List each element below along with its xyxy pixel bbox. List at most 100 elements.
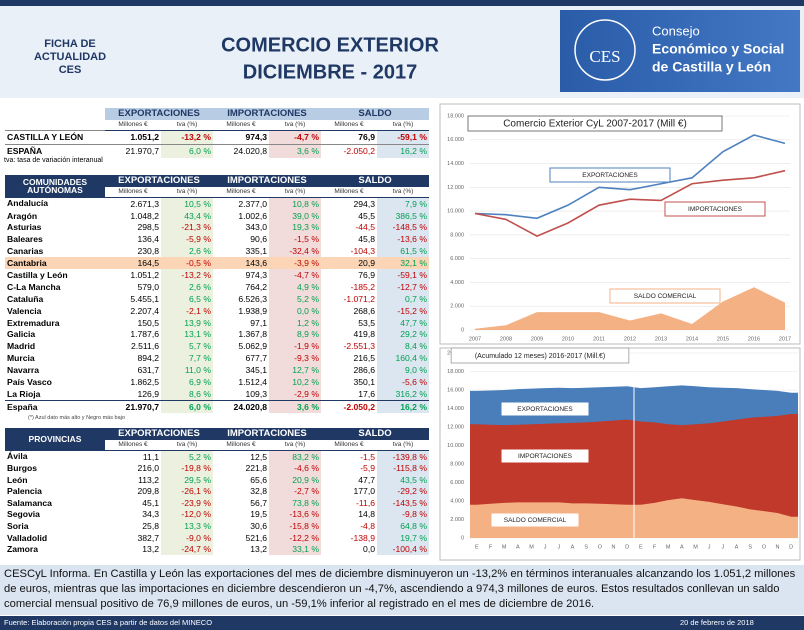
legend-box <box>490 512 580 528</box>
cell: 25,8 <box>142 521 159 532</box>
y-tick-label: 8.000 <box>450 461 464 467</box>
cell: 19,5 <box>250 509 267 520</box>
cell: -143,5 % <box>377 497 429 509</box>
cell: -26,1 % <box>161 485 213 498</box>
cell: -2,9 % <box>269 388 321 401</box>
cell: 419,8 <box>353 329 375 340</box>
group-header: SALDO <box>321 175 429 187</box>
y-tick-label: 0 <box>461 327 464 333</box>
cell: 90,6 <box>250 234 267 245</box>
note: (*) Azul dato más alto y Negro más bajo <box>28 415 125 421</box>
cell: 11,0 % <box>161 364 213 377</box>
row-label: Cantabria <box>5 257 105 270</box>
group-header: SALDO <box>321 108 429 120</box>
cell: -9,0 % <box>161 532 213 544</box>
y-tick-label: 2.000 <box>450 304 464 310</box>
cell: 294,3 <box>353 198 375 209</box>
badge: FICHA DE <box>44 38 96 50</box>
source: Fuente: Elaboración propia CES a partir … <box>4 618 213 627</box>
legend-label: SALDO COMERCIAL <box>634 293 697 300</box>
cell: -2,1 % <box>161 305 213 317</box>
row-label: Murcia <box>7 353 35 364</box>
cell: 45,1 <box>142 497 159 508</box>
row-label: Palencia <box>7 486 42 497</box>
cell: 30,6 <box>250 521 267 532</box>
cell: 53,5 <box>358 317 375 328</box>
x-tick-label: 2009 <box>531 336 543 342</box>
cell: 1.002,6 <box>238 210 267 221</box>
y-tick-label: 16.000 <box>447 137 464 143</box>
cell: 894,2 <box>137 353 159 364</box>
x-tick-label: F <box>489 544 493 550</box>
y-tick-label: 2.000 <box>450 517 464 523</box>
header-row: PROVINCIAS EXPORTACIONES IMPORTACIONES SALD… <box>5 428 429 451</box>
cell: 209,8 <box>137 486 159 497</box>
cell: 5.455,1 <box>130 293 159 304</box>
row-label: Ávila <box>7 451 28 462</box>
cell: 6,0 % <box>161 400 213 414</box>
row: Castilla y León 1.051,2 -13,2 % 974,3 -4,7 %… <box>5 269 429 282</box>
row-label: Soria <box>7 521 29 532</box>
cell: 24.020,8 <box>213 144 269 158</box>
legend-box <box>549 167 671 183</box>
x-tick-label: 2008 <box>500 336 512 342</box>
cell: 0,0 % <box>269 305 321 317</box>
cell: -59,1 % <box>377 269 429 282</box>
y-tick-label: 14.000 <box>447 161 464 167</box>
row-label: León <box>7 474 28 485</box>
legend-label: IMPORTACIONES <box>688 206 743 213</box>
row-label: Valencia <box>7 305 42 316</box>
cell: 316,2 % <box>377 388 429 401</box>
row-label: C-La Mancha <box>7 281 61 292</box>
cell: -13,2 % <box>161 269 213 282</box>
cell: 64,8 % <box>377 520 429 533</box>
y-tick-label: 12.000 <box>447 185 464 191</box>
x-tick-label: M <box>502 544 507 550</box>
cell: 10,5 % <box>161 197 213 210</box>
cell: 13,9 % <box>161 316 213 329</box>
cell: 73,8 % <box>269 497 321 509</box>
cell: 47,7 % <box>377 316 429 329</box>
cell: 286,6 <box>353 365 375 376</box>
cell: -2.050,2 <box>321 400 377 414</box>
logo-ring <box>574 19 636 81</box>
cell: 65,6 <box>250 474 267 485</box>
cell: -19,8 % <box>161 462 213 475</box>
x-tick-label: N <box>776 544 780 550</box>
cell: 3,6 % <box>269 144 321 158</box>
cell: 216,5 <box>353 353 375 364</box>
subhead: tva (%) <box>161 120 213 131</box>
cell: 764,2 <box>245 281 267 292</box>
cell: 61,5 % <box>377 245 429 258</box>
cell: 76,9 <box>321 130 377 145</box>
cell: 0,0 <box>363 544 375 555</box>
subhead: tva (%) <box>377 120 429 131</box>
row: León 113,2 29,5 % 65,6 20,9 % 47,7 43,5 % <box>5 474 429 486</box>
subhead: tva (%) <box>161 440 213 451</box>
cell: -1,9 % <box>269 340 321 353</box>
x-tick-label: E <box>475 544 479 550</box>
y-tick-label: 14.000 <box>447 406 464 412</box>
y-tick-label: 18.000 <box>447 113 464 119</box>
row: Canarias 230,8 2,6 % 335,1 -32,4 % -104,3 61,5… <box>5 245 429 258</box>
legend-label: EXPORTACIONES <box>517 406 573 413</box>
cell: 11,1 <box>142 451 159 462</box>
x-tick-label: 2013 <box>655 336 667 342</box>
cell: -44,5 <box>355 222 375 233</box>
row: Ávila 11,1 5,2 % 12,5 83,2 % -1,5 -139,8 % <box>5 450 429 463</box>
cell: 136,4 <box>137 234 159 245</box>
cell: 216,0 <box>137 463 159 474</box>
cell: 579,0 <box>137 281 159 292</box>
cell: 6,5 % <box>161 293 213 306</box>
cell: 47,7 <box>358 474 375 485</box>
cell: 343,0 <box>245 222 267 233</box>
y-tick-label: 16.000 <box>447 387 464 393</box>
cell: 1.512,4 <box>238 377 267 387</box>
cell: 20,9 % <box>269 474 321 486</box>
y-tick-label: 8.000 <box>450 232 464 238</box>
row-label: Segovia <box>7 509 40 520</box>
row: Galicia 1.787,6 13,1 % 1.367,8 8,9 % 419,8 29,… <box>5 328 429 341</box>
cell: 97,1 <box>250 317 267 328</box>
y-tick-label: 4.000 <box>450 498 464 504</box>
cell: 5.062,9 <box>238 341 267 352</box>
